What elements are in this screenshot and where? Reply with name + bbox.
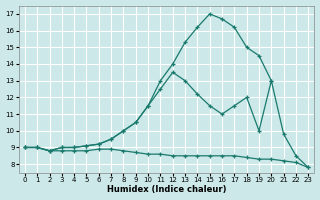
X-axis label: Humidex (Indice chaleur): Humidex (Indice chaleur) <box>107 185 226 194</box>
